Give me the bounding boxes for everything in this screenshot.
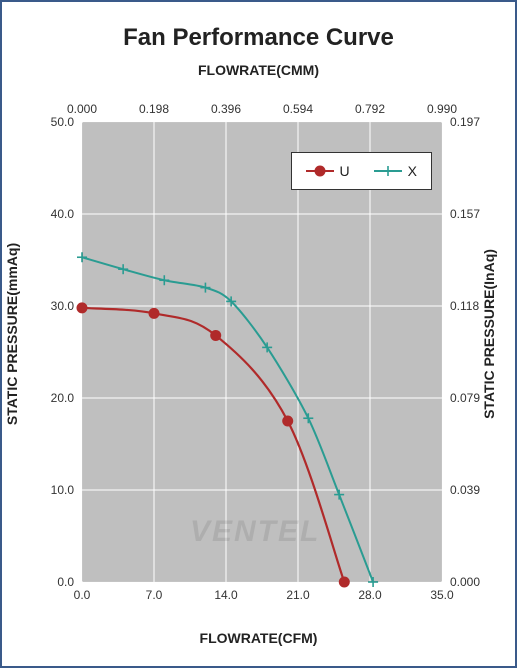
y-right-tick: 0.079 [450, 391, 480, 405]
y-right-tick: 0.118 [450, 299, 479, 313]
x-bottom-tick: 0.0 [74, 588, 91, 602]
x-top-tick: 0.594 [283, 102, 313, 116]
y-right-tick: 0.000 [450, 575, 480, 589]
y-left-tick: 40.0 [51, 207, 74, 221]
legend-swatch-x [374, 164, 402, 178]
y-left-tick: 20.0 [51, 391, 74, 405]
y-left-tick: 30.0 [51, 299, 74, 313]
x-bottom-axis-label: FLOWRATE(CFM) [2, 630, 515, 646]
x-top-tick: 0.792 [355, 102, 385, 116]
x-top-tick: 0.000 [67, 102, 97, 116]
x-top-tick: 0.990 [427, 102, 457, 116]
x-bottom-tick: 21.0 [286, 588, 309, 602]
y-right-tick: 0.197 [450, 115, 480, 129]
x-top-axis-label: FLOWRATE(CMM) [2, 62, 515, 78]
x-bottom-tick: 35.0 [430, 588, 453, 602]
legend-item-u: U [306, 163, 350, 179]
x-top-tick: 0.396 [211, 102, 241, 116]
y-right-axis-label: STATIC PRESSURE(InAq) [481, 249, 497, 419]
legend-item-x: X [374, 163, 417, 179]
plot-area: U X VENTEL 0.00.0007.00.19814.00.39621.0… [82, 122, 442, 582]
y-left-axis-label: STATIC PRESSURE(mmAq) [4, 243, 20, 425]
chart-frame: Fan Performance Curve FLOWRATE(CMM) FLOW… [0, 0, 517, 668]
series-U [82, 308, 344, 582]
y-right-tick: 0.157 [450, 207, 480, 221]
chart-title: Fan Performance Curve [2, 24, 515, 52]
x-bottom-tick: 28.0 [358, 588, 381, 602]
x-bottom-tick: 14.0 [214, 588, 237, 602]
legend-swatch-u [306, 164, 334, 178]
legend-label-u: U [340, 163, 350, 179]
y-left-tick: 0.0 [57, 575, 74, 589]
y-left-tick: 10.0 [51, 483, 74, 497]
y-right-tick: 0.039 [450, 483, 480, 497]
y-left-tick: 50.0 [51, 115, 74, 129]
legend: U X [291, 152, 432, 190]
x-top-tick: 0.198 [139, 102, 169, 116]
plot-svg [82, 122, 442, 582]
legend-label-x: X [408, 163, 417, 179]
x-bottom-tick: 7.0 [146, 588, 163, 602]
